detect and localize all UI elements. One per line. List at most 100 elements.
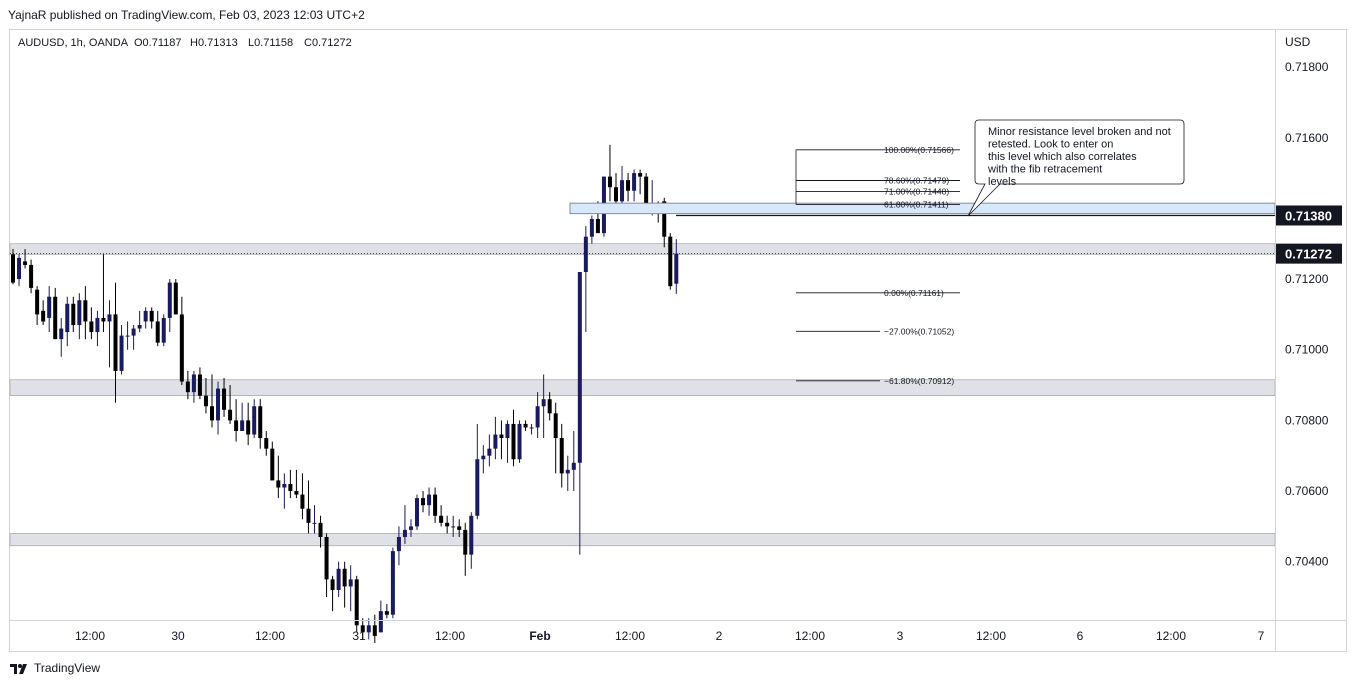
candle-body — [240, 420, 245, 431]
x-tick-label: 30 — [171, 629, 185, 643]
candle-body — [35, 289, 40, 315]
candle-body — [161, 317, 166, 343]
candle-body — [445, 522, 450, 527]
footer: TradingView — [10, 661, 100, 675]
fib-label: 100.00%(0.71566) — [884, 145, 954, 155]
candle-body — [318, 522, 323, 537]
candle-body — [348, 579, 353, 587]
candle-body — [559, 438, 564, 474]
candle-body — [565, 469, 570, 474]
fib-label: 61.80%(0.71411) — [884, 200, 949, 210]
y-tick-label: 0.71800 — [1285, 60, 1329, 74]
candle-body — [457, 526, 462, 530]
candle-body — [179, 314, 184, 382]
candle-body — [384, 611, 389, 615]
publisher-header: YajnaR published on TradingView.com, Feb… — [8, 8, 365, 22]
candle-body — [614, 187, 618, 202]
candle-body — [354, 579, 359, 626]
annotation-line: this level which also correlates — [988, 151, 1137, 163]
candle-body — [505, 423, 510, 439]
drawings-layer: 100.00%(0.71566) 78.60%(0.71479)71.00%(0.… — [569, 119, 1276, 386]
x-tick-label: 12:00 — [435, 629, 465, 643]
last-price-label-bg — [1276, 243, 1342, 264]
candle-body — [330, 579, 335, 590]
candle-body — [415, 498, 420, 527]
candle-body — [589, 219, 594, 237]
candle-body — [11, 254, 15, 283]
candle-body — [463, 529, 468, 555]
candle-body — [517, 423, 522, 460]
candle-body — [288, 483, 293, 492]
ohlc-open: O0.71187 — [134, 37, 182, 49]
annotation-text: Minor resistance level broken and not ret… — [987, 126, 1171, 188]
symbol-info: AUDUSD, 1h, OANDA — [18, 37, 129, 49]
candle-body — [493, 434, 498, 449]
x-tick-label: Feb — [529, 629, 550, 643]
fib-label: 71.00%(0.71448) — [884, 186, 949, 196]
candle-body — [23, 261, 28, 265]
candle-body — [662, 201, 667, 237]
currency-label: USD — [1285, 35, 1311, 49]
x-tick-label: 6 — [1077, 629, 1084, 643]
labels-layer: AUDUSD, 1h, OANDA O0.71187 H0.71313 L0.7… — [18, 35, 1311, 49]
y-tick-label: 0.71200 — [1285, 272, 1329, 286]
candle-body — [258, 406, 263, 439]
y-tick-label: 0.70600 — [1285, 484, 1329, 498]
candle-body — [487, 448, 492, 456]
candle-body — [282, 483, 287, 488]
candle-body — [390, 551, 395, 615]
ohlc-close: C0.71272 — [304, 37, 352, 49]
y-tick-label: 0.70400 — [1285, 555, 1329, 569]
candle-body — [481, 455, 486, 460]
candle-body — [234, 420, 239, 431]
fib-label: 0.00%(0.71161) — [884, 288, 944, 298]
candle-body — [246, 420, 251, 435]
candle-body — [89, 321, 94, 333]
candle-body — [83, 300, 88, 322]
candle-body — [529, 427, 534, 429]
x-tick-label: 2 — [716, 629, 723, 643]
candle-body — [451, 526, 456, 528]
candle-body — [396, 536, 401, 552]
x-tick-label: 3 — [897, 629, 904, 643]
candle-body — [607, 176, 612, 188]
candle-body — [294, 491, 299, 495]
candle-body — [632, 173, 637, 191]
candle-body — [553, 413, 558, 439]
candle-body — [583, 236, 588, 273]
candle-body — [674, 253, 679, 284]
tradingview-logo-icon[interactable] — [10, 662, 30, 674]
candle-body — [499, 434, 504, 439]
candle-body — [155, 321, 160, 343]
candle-body — [113, 314, 118, 371]
candle-body — [101, 317, 106, 322]
candle-body — [644, 176, 649, 209]
candle-body — [620, 180, 625, 202]
level-price-label: 0.71380 — [1285, 208, 1332, 223]
candle-body — [300, 494, 305, 509]
candle-body — [312, 522, 317, 524]
candle-body — [167, 282, 172, 318]
candle-body — [270, 448, 275, 481]
candle-body — [197, 374, 202, 396]
x-tick-label: 12:00 — [75, 629, 105, 643]
x-tick-label: 7 — [1258, 629, 1265, 643]
candle-body — [668, 236, 673, 287]
annotation-line: levels — [988, 176, 1017, 188]
candle-body — [216, 388, 221, 421]
candle-body — [264, 438, 269, 449]
candle-body — [173, 282, 178, 315]
candle-body — [378, 611, 383, 633]
candle-body — [17, 257, 22, 280]
candle-body — [571, 462, 576, 470]
candle-body — [421, 498, 426, 506]
candle-body — [203, 395, 208, 407]
candle-body — [336, 568, 341, 590]
candle-body — [577, 272, 582, 463]
candle-body — [222, 388, 227, 410]
axes-layer: 0.71800 0.71600 0.71200 0.71000 0.70800 0.706… — [10, 30, 1347, 651]
candle-body — [433, 494, 438, 516]
candles-layer — [11, 144, 679, 643]
candle-body — [209, 406, 214, 421]
